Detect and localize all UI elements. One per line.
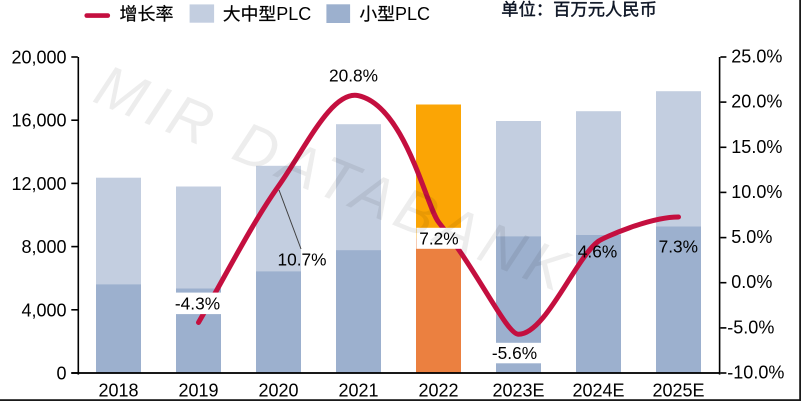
svg-text:20.8%: 20.8% (329, 66, 378, 86)
svg-text:2019: 2019 (178, 381, 218, 401)
svg-text:2025E: 2025E (652, 381, 704, 401)
svg-text:2021: 2021 (338, 381, 378, 401)
svg-text:20.0%: 20.0% (731, 92, 782, 112)
svg-text:4,000: 4,000 (21, 300, 66, 320)
svg-text:7.3%: 7.3% (659, 236, 698, 256)
svg-text:5.0%: 5.0% (731, 227, 772, 247)
svg-text:15.0%: 15.0% (731, 137, 782, 157)
svg-text:20,000: 20,000 (11, 48, 66, 68)
svg-text:-5.0%: -5.0% (727, 317, 774, 337)
svg-text:16,000: 16,000 (11, 111, 66, 131)
svg-text:2022: 2022 (418, 381, 458, 401)
svg-text:12,000: 12,000 (11, 174, 66, 194)
svg-text:4.6%: 4.6% (578, 242, 617, 262)
svg-text:2023E: 2023E (492, 381, 544, 401)
svg-text:PLC: PLC (395, 4, 430, 24)
svg-text:PLC: PLC (276, 4, 311, 24)
svg-text:-5.6%: -5.6% (492, 343, 537, 363)
svg-text:-10.0%: -10.0% (727, 363, 784, 383)
svg-text:0.0%: 0.0% (731, 272, 772, 292)
svg-text:8,000: 8,000 (21, 237, 66, 257)
svg-text:25.0%: 25.0% (731, 47, 782, 67)
svg-text:10.0%: 10.0% (731, 182, 782, 202)
svg-text:-4.3%: -4.3% (175, 293, 220, 313)
svg-text:2018: 2018 (98, 381, 138, 401)
svg-text:2020: 2020 (258, 381, 298, 401)
svg-text:0: 0 (56, 364, 66, 384)
svg-text:10.7%: 10.7% (277, 250, 326, 270)
svg-text:2024E: 2024E (572, 381, 624, 401)
svg-text:7.2%: 7.2% (419, 228, 458, 248)
